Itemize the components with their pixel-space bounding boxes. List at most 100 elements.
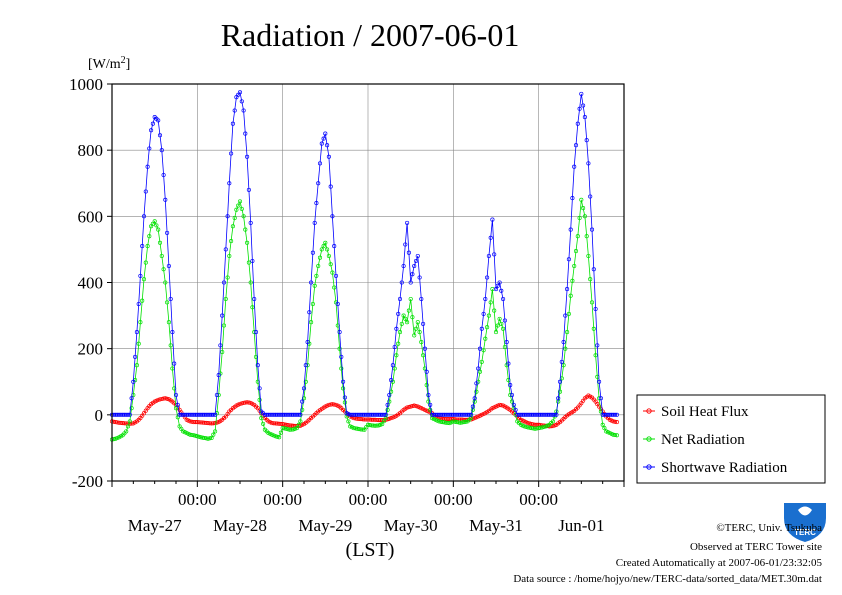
data-point bbox=[284, 426, 289, 431]
data-point bbox=[415, 320, 420, 325]
data-point bbox=[213, 429, 218, 434]
data-point bbox=[141, 214, 147, 219]
data-point bbox=[298, 419, 303, 424]
data-point bbox=[401, 313, 406, 318]
series-line bbox=[112, 91, 617, 416]
data-point bbox=[261, 421, 266, 426]
x-date-label: May-28 bbox=[213, 516, 267, 535]
data-point bbox=[197, 434, 202, 439]
data-point bbox=[278, 430, 283, 435]
data-point bbox=[419, 296, 424, 302]
chart-title: Radiation / 2007-06-01 bbox=[221, 17, 520, 53]
data-point bbox=[156, 227, 161, 232]
data-point bbox=[127, 412, 132, 417]
data-point bbox=[497, 316, 502, 321]
data-point bbox=[467, 412, 472, 417]
data-point bbox=[346, 419, 351, 424]
data-point bbox=[124, 429, 129, 434]
data-point bbox=[572, 263, 577, 269]
data-point bbox=[570, 196, 575, 201]
data-point bbox=[255, 363, 260, 368]
data-point bbox=[472, 396, 477, 401]
data-point bbox=[227, 253, 232, 259]
data-point bbox=[319, 141, 324, 146]
data-point bbox=[227, 181, 232, 186]
x-time-tick-label: 00:00 bbox=[349, 490, 388, 509]
data-point bbox=[570, 278, 575, 283]
data-point bbox=[492, 252, 497, 257]
y-tick-label: 600 bbox=[78, 207, 104, 226]
data-point bbox=[259, 416, 264, 421]
data-point bbox=[584, 138, 589, 143]
data-point bbox=[563, 346, 568, 351]
data-point bbox=[325, 247, 330, 252]
data-point bbox=[387, 392, 392, 398]
data-point bbox=[257, 397, 262, 402]
data-point bbox=[413, 326, 419, 331]
data-point bbox=[136, 341, 141, 346]
data-point bbox=[486, 253, 491, 259]
data-point bbox=[277, 435, 282, 440]
data-point bbox=[426, 399, 431, 404]
data-point bbox=[159, 253, 164, 259]
data-point bbox=[273, 434, 278, 439]
data-point bbox=[499, 288, 504, 293]
series-layer bbox=[109, 90, 619, 442]
data-point bbox=[410, 272, 415, 277]
data-point bbox=[316, 263, 321, 269]
data-point bbox=[314, 273, 319, 278]
data-point bbox=[524, 424, 529, 429]
data-point bbox=[145, 244, 150, 249]
data-point bbox=[321, 244, 326, 249]
x-date-label: May-31 bbox=[469, 516, 523, 535]
data-point bbox=[257, 386, 262, 391]
data-point bbox=[380, 422, 385, 427]
data-point bbox=[417, 330, 422, 335]
data-point bbox=[408, 404, 413, 409]
data-point bbox=[317, 161, 323, 166]
data-point bbox=[232, 108, 237, 113]
data-point bbox=[588, 277, 593, 282]
data-point bbox=[470, 416, 475, 421]
data-point bbox=[163, 280, 168, 285]
y-axis-ticks: -200 0 200 400 600 800 1000 bbox=[69, 75, 112, 491]
data-point bbox=[209, 435, 214, 441]
data-point bbox=[333, 273, 339, 278]
data-point bbox=[474, 381, 479, 386]
data-point bbox=[168, 296, 173, 302]
data-point bbox=[328, 262, 333, 267]
data-point bbox=[134, 330, 139, 335]
series-shortwave-radiation bbox=[109, 90, 619, 417]
data-point bbox=[140, 244, 145, 249]
data-point bbox=[412, 403, 417, 408]
data-point bbox=[234, 207, 239, 212]
data-point bbox=[321, 136, 326, 141]
footer-created: Created Automatically at 2007-06-01/23:3… bbox=[616, 557, 823, 569]
data-point bbox=[509, 399, 515, 404]
terc-logo-shield bbox=[784, 503, 826, 542]
data-point bbox=[412, 263, 417, 269]
data-point bbox=[582, 214, 587, 219]
data-point bbox=[165, 230, 170, 235]
data-point bbox=[586, 253, 591, 259]
data-point bbox=[550, 424, 555, 429]
y-tick-label: 200 bbox=[78, 340, 104, 359]
data-point bbox=[493, 330, 499, 335]
data-point bbox=[323, 240, 328, 245]
data-point bbox=[495, 323, 500, 328]
data-point bbox=[207, 436, 212, 441]
data-point bbox=[165, 396, 170, 401]
data-point bbox=[129, 396, 134, 401]
data-point bbox=[613, 432, 618, 438]
x-date-label: May-27 bbox=[128, 516, 182, 535]
data-point bbox=[502, 344, 507, 350]
data-point bbox=[216, 373, 221, 378]
data-point bbox=[243, 227, 248, 232]
data-point bbox=[239, 206, 244, 211]
data-point bbox=[408, 280, 413, 285]
data-point bbox=[559, 359, 564, 364]
data-point bbox=[332, 402, 337, 407]
data-point bbox=[614, 433, 619, 438]
data-point bbox=[236, 203, 241, 208]
data-point bbox=[389, 378, 394, 383]
